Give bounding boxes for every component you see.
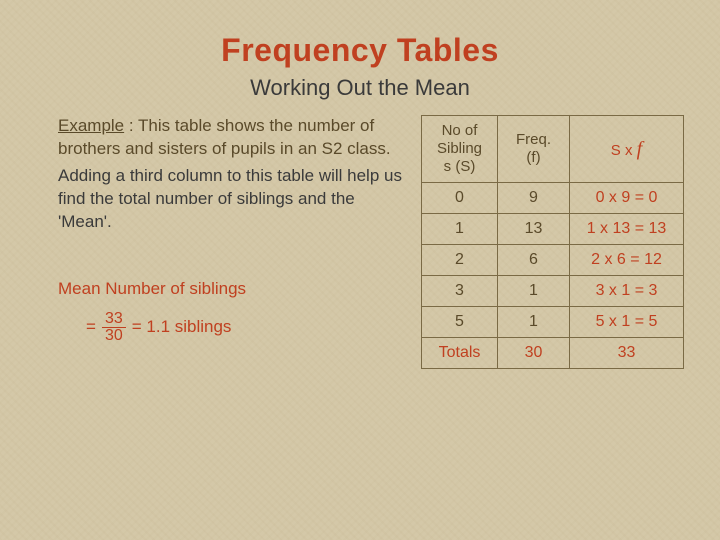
table-header-row: No of Sibling s (S) Freq. (f) S x f <box>422 116 684 183</box>
cell-sf: 5 x 1 = 5 <box>570 307 684 338</box>
header-sxf: S x f <box>570 116 684 183</box>
totals-f: 30 <box>498 338 570 369</box>
totals-label: Totals <box>422 338 498 369</box>
fraction-denominator: 30 <box>102 328 126 345</box>
page-subtitle: Working Out the Mean <box>0 75 720 101</box>
hdr-s-3: s (S) <box>444 158 476 175</box>
cell-s: 1 <box>422 214 498 245</box>
mean-block: Mean Number of siblings = 33 30 = 1.1 si… <box>58 278 413 346</box>
cell-s: 0 <box>422 183 498 214</box>
mean-result: = 1.1 siblings <box>132 316 232 339</box>
cell-sf: 1 x 13 = 13 <box>570 214 684 245</box>
cell-f: 1 <box>498 307 570 338</box>
fraction-numerator: 33 <box>102 311 126 329</box>
table-body: 0 9 0 x 9 = 0 1 13 1 x 13 = 13 2 6 2 x 6… <box>422 183 684 369</box>
header-siblings: No of Sibling s (S) <box>422 116 498 183</box>
table-row: 1 13 1 x 13 = 13 <box>422 214 684 245</box>
cell-sf: 3 x 1 = 3 <box>570 276 684 307</box>
page-title: Frequency Tables <box>0 0 720 69</box>
hdr-f-2: (f) <box>526 149 540 166</box>
explanation-paragraph: Adding a third column to this table will… <box>58 165 413 234</box>
cell-f: 6 <box>498 245 570 276</box>
hdr-s-2: Sibling <box>437 140 482 157</box>
example-paragraph: Example : This table shows the number of… <box>58 115 413 161</box>
cell-sf: 2 x 6 = 12 <box>570 245 684 276</box>
cell-s: 2 <box>422 245 498 276</box>
mean-equation: = 33 30 = 1.1 siblings <box>86 311 413 346</box>
cell-s: 5 <box>422 307 498 338</box>
cell-f: 9 <box>498 183 570 214</box>
left-column: Example : This table shows the number of… <box>58 115 413 369</box>
hdr-sf-f: f <box>637 138 643 160</box>
table-row: 0 9 0 x 9 = 0 <box>422 183 684 214</box>
frequency-table: No of Sibling s (S) Freq. (f) S x f 0 <box>421 115 684 369</box>
hdr-sf-prefix: S x <box>611 142 637 159</box>
cell-f: 1 <box>498 276 570 307</box>
mean-label: Mean Number of siblings <box>58 278 413 301</box>
example-label: Example <box>58 116 124 135</box>
table-row: 3 1 3 x 1 = 3 <box>422 276 684 307</box>
table-row: 5 1 5 x 1 = 5 <box>422 307 684 338</box>
hdr-f-1: Freq. <box>516 131 551 148</box>
table-row: 2 6 2 x 6 = 12 <box>422 245 684 276</box>
right-column: No of Sibling s (S) Freq. (f) S x f 0 <box>421 115 684 369</box>
hdr-s-1: No of <box>442 122 478 139</box>
cell-s: 3 <box>422 276 498 307</box>
fraction: 33 30 <box>102 311 126 346</box>
content-area: Example : This table shows the number of… <box>0 101 720 369</box>
totals-sf: 33 <box>570 338 684 369</box>
cell-sf: 0 x 9 = 0 <box>570 183 684 214</box>
totals-row: Totals 30 33 <box>422 338 684 369</box>
equals-sign: = <box>86 316 96 339</box>
header-freq: Freq. (f) <box>498 116 570 183</box>
cell-f: 13 <box>498 214 570 245</box>
